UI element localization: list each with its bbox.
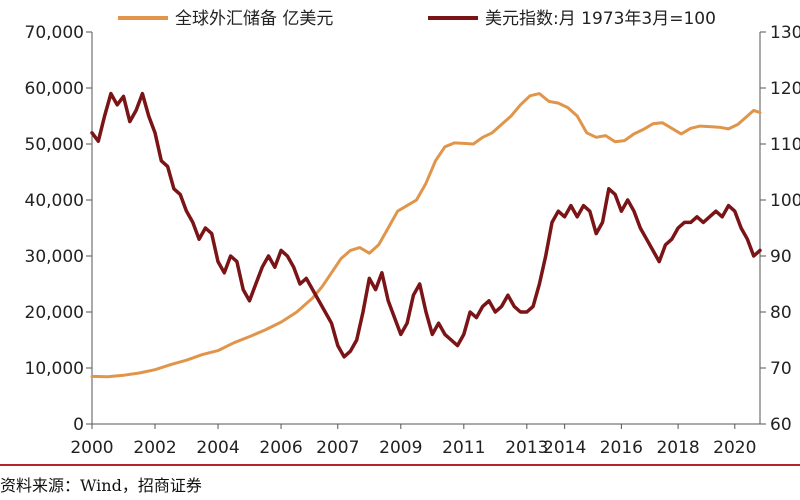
y-right-tick-label: 100 [770, 191, 800, 211]
source-divider [0, 464, 800, 466]
x-tick-label: 2002 [133, 438, 176, 458]
y-left-tick-label: 50,000 [25, 135, 84, 155]
y-left-tick-label: 40,000 [25, 191, 84, 211]
y-right-tick-label: 60 [770, 415, 792, 435]
dollar-index-line [90, 91, 762, 359]
series-lines [90, 91, 762, 379]
y-right-tick-label: 70 [770, 359, 792, 379]
y-left-tick-label: 20,000 [25, 303, 84, 323]
y-left-tick-label: 0 [73, 415, 84, 435]
reserves-line [90, 92, 762, 379]
y-right-tick-label: 90 [770, 247, 792, 267]
x-tick-label: 2009 [379, 438, 422, 458]
source-note: 资料来源：Wind，招商证券 [0, 476, 202, 495]
y-left-tick-label: 60,000 [25, 79, 84, 99]
x-tick-label: 2014 [543, 438, 586, 458]
x-tick-label: 2011 [442, 438, 485, 458]
legend-label-reserves: 全球外汇储备 亿美元 [175, 9, 333, 29]
y-left-tick-label: 30,000 [25, 247, 84, 267]
x-tick-label: 2006 [259, 438, 302, 458]
y-left-tick-label: 10,000 [25, 359, 84, 379]
y-right-tick-label: 110 [770, 135, 800, 155]
x-tick-label: 2016 [600, 438, 643, 458]
x-tick-label: 2020 [713, 438, 756, 458]
legend-label-dollar-index: 美元指数:月 1973年3月=100 [485, 9, 716, 29]
x-tick-label: 2013 [505, 438, 548, 458]
x-tick-label: 2004 [196, 438, 239, 458]
y-right-tick-label: 120 [770, 79, 800, 99]
x-tick-label: 2007 [316, 438, 359, 458]
y-left-tick-label: 70,000 [25, 23, 84, 43]
x-tick-label: 2018 [656, 438, 699, 458]
x-tick-label: 2000 [70, 438, 113, 458]
y-right-tick-label: 80 [770, 303, 792, 323]
axes: 0 10,000 20,000 30,000 40,000 50,000 60,000 70,… [25, 23, 800, 458]
y-right-tick-label: 130 [770, 23, 800, 43]
legend: 全球外汇储备 亿美元 美元指数:月 1973年3月=100 [118, 9, 716, 29]
